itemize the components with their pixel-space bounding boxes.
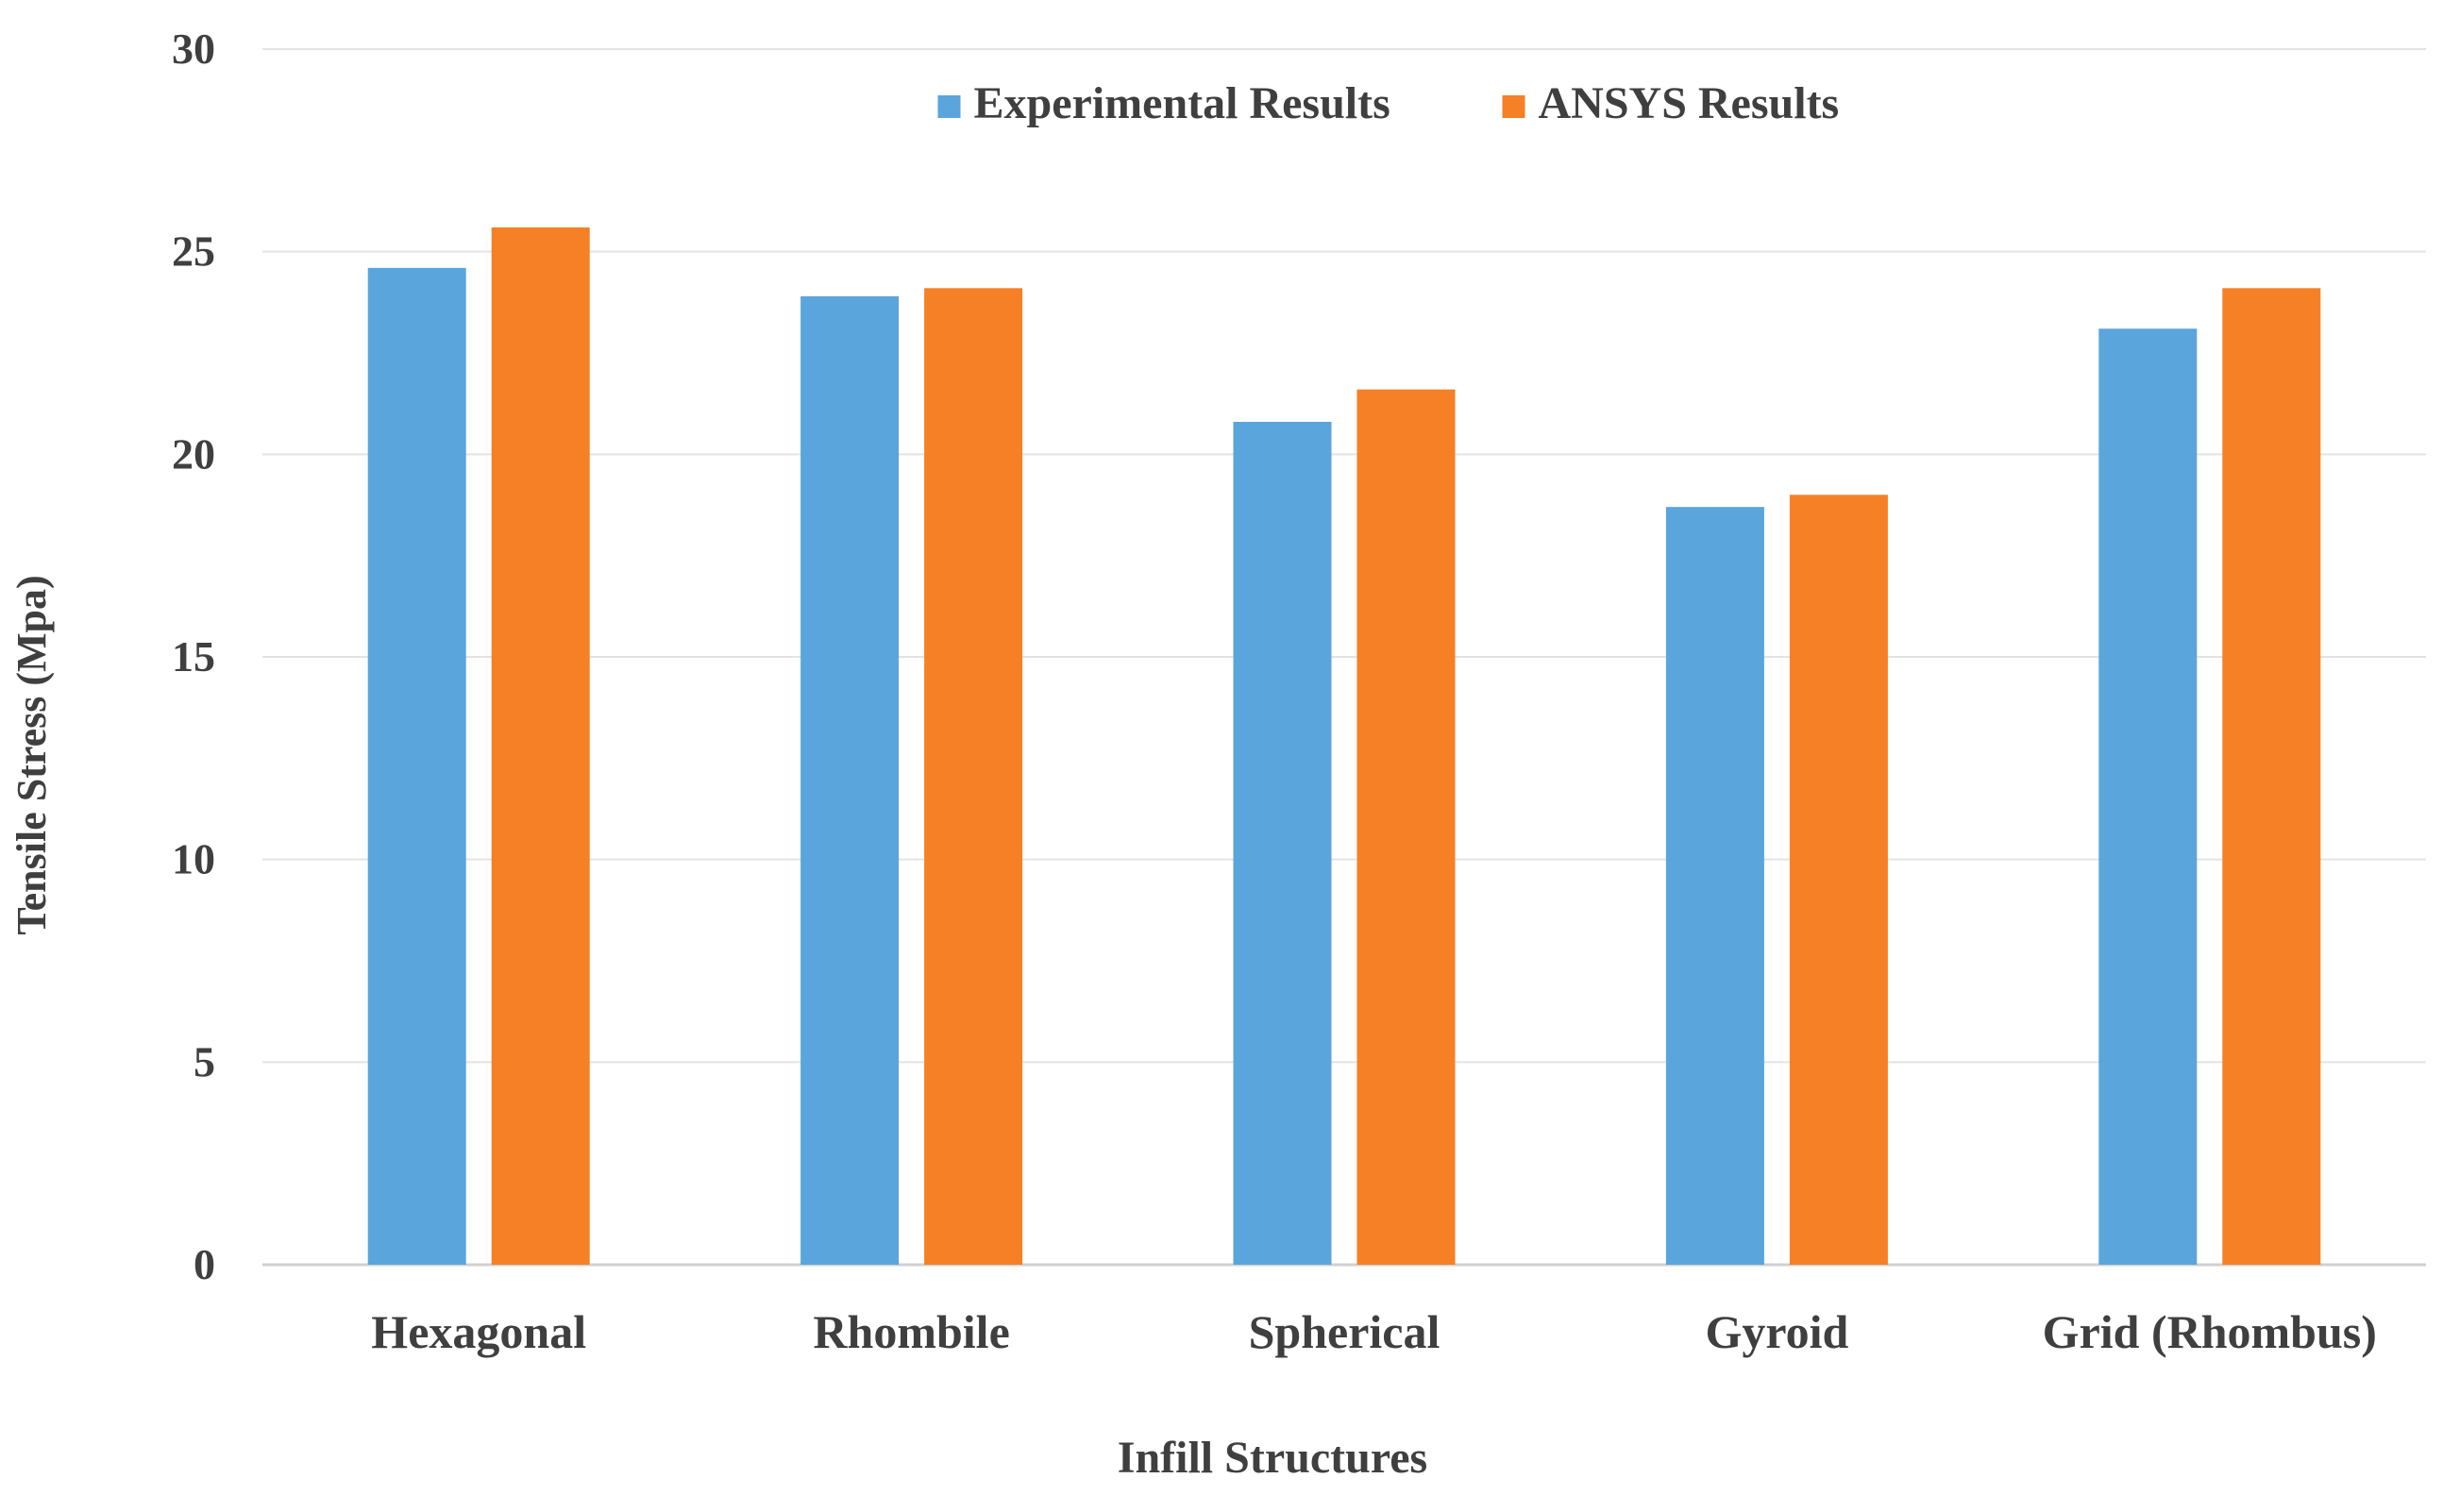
y-tick-label: 25 xyxy=(172,227,215,276)
gridlines xyxy=(262,48,2426,1267)
y-tick-label: 5 xyxy=(194,1037,215,1085)
legend-label: Experimental Results xyxy=(974,78,1390,128)
x-tick-label: Hexagonal xyxy=(371,1305,586,1358)
bar-experimental xyxy=(367,267,466,1266)
bar-ansys xyxy=(924,288,1023,1266)
y-tick-label: 15 xyxy=(172,632,215,680)
y-axis-title: Tensile Stress (Mpa) xyxy=(8,575,55,934)
x-tick-label: Spherical xyxy=(1249,1305,1441,1358)
y-tick-label: 20 xyxy=(172,429,215,478)
x-tick-label: Grid (Rhombus) xyxy=(2043,1305,2377,1358)
bars xyxy=(367,227,2321,1266)
bar-experimental xyxy=(2098,328,2198,1265)
y-tick-label: 0 xyxy=(194,1240,215,1288)
x-axis-title: Infill Structures xyxy=(1118,1433,1427,1483)
bar-experimental xyxy=(800,295,900,1266)
bar-experimental xyxy=(1233,421,1332,1265)
x-tick-label: Rhombile xyxy=(813,1305,1009,1358)
legend-swatch xyxy=(1502,95,1525,118)
legend: Experimental Results ANSYS Results xyxy=(937,78,1840,128)
y-tick-label: 30 xyxy=(172,25,215,73)
ticks: 0 5 10 15 20 25 30 Hexagonal Rhombile Spherical Gy… xyxy=(172,25,2377,1358)
legend-label: ANSYS Results xyxy=(1539,78,1840,128)
bar-ansys xyxy=(1356,389,1456,1265)
x-tick-label: Gyroid xyxy=(1705,1305,1848,1358)
y-tick-label: 10 xyxy=(172,835,215,883)
bar-ansys xyxy=(491,227,590,1266)
legend-swatch xyxy=(937,95,961,118)
bar-ansys xyxy=(2222,288,2321,1266)
bar-experimental xyxy=(1665,507,1764,1265)
bar-ansys xyxy=(1789,495,1888,1265)
